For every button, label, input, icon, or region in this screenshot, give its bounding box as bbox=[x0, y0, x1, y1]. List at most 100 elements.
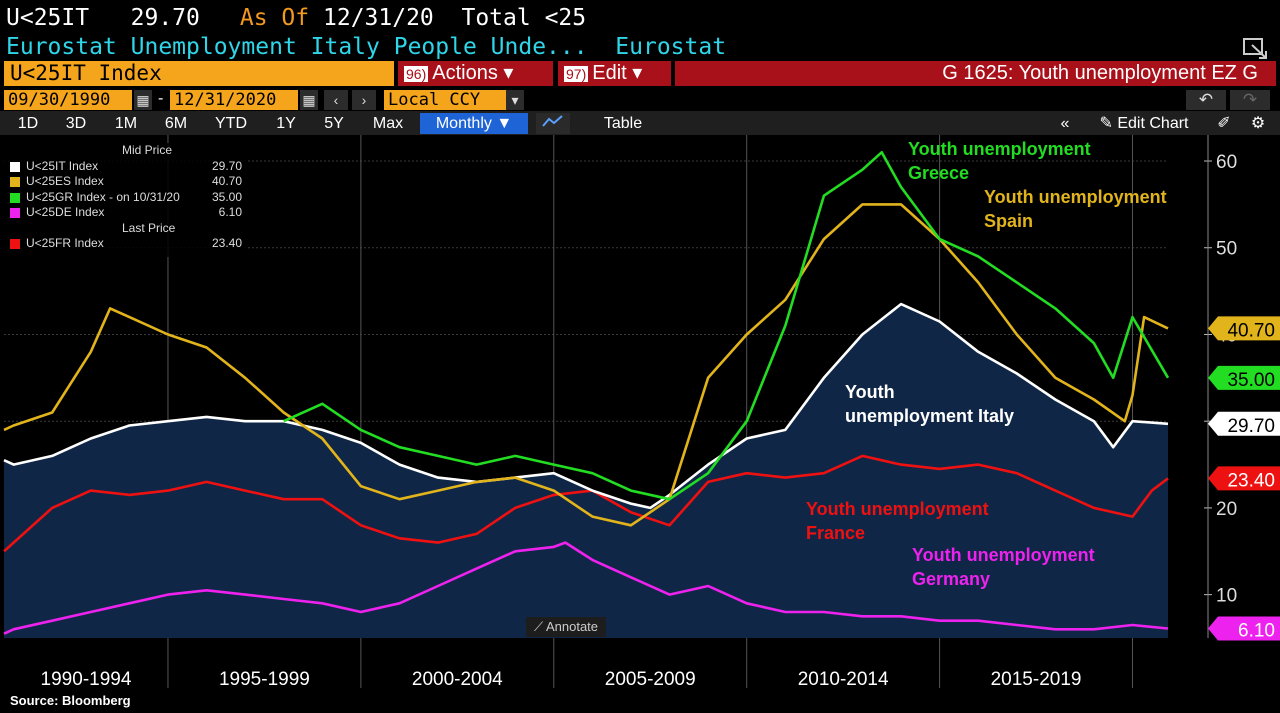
actions-button[interactable]: 96) Actions ▾ bbox=[398, 61, 553, 86]
series-line bbox=[283, 151, 1170, 501]
legend: Mid Price U<25IT Index 29.70 U<25ES Index… bbox=[4, 143, 248, 257]
currency-select[interactable]: Local CCY bbox=[384, 90, 506, 110]
y-tick-label: 20 bbox=[1216, 499, 1237, 520]
expand-icon[interactable] bbox=[1242, 36, 1270, 60]
command-bar: U<25IT Index 96) Actions ▾ 97) Edit ▾ G 16… bbox=[0, 61, 1280, 88]
x-tick-label: 2010-2014 bbox=[798, 669, 889, 690]
annotation-label: France bbox=[806, 523, 865, 543]
x-tick-label: 2015-2019 bbox=[991, 669, 1082, 690]
line-chart: 102030405060 1990-19941995-19992000-2004… bbox=[3, 135, 1280, 690]
calendar-icon[interactable]: ▦ bbox=[134, 90, 152, 110]
x-tick-label: 1990-1994 bbox=[41, 669, 132, 690]
tab-period-1m[interactable]: 1M bbox=[114, 115, 138, 132]
subtitle-line: Eurostat Unemployment Italy People Unde.… bbox=[6, 33, 726, 61]
last-value-badge: 35.00 bbox=[1208, 365, 1280, 391]
legend-swatch bbox=[10, 192, 20, 203]
legend-name: U<25DE Index bbox=[26, 205, 105, 219]
start-date-field[interactable]: 09/30/1990 bbox=[4, 90, 132, 110]
as-of-label: As Of bbox=[239, 5, 310, 31]
legend-row[interactable]: U<25IT Index 29.70 bbox=[4, 159, 248, 175]
badge-shape bbox=[1208, 411, 1280, 436]
header-line: U<25IT 29.70 As Of 12/31/20 Total <25 bbox=[6, 4, 586, 32]
annotate-label: Annotate bbox=[545, 619, 599, 634]
edit-button[interactable]: 97) Edit ▾ bbox=[558, 61, 671, 86]
badge-shape bbox=[1208, 365, 1280, 390]
legend-swatch bbox=[10, 161, 20, 172]
annotation-label: Youth unemployment bbox=[908, 139, 1091, 159]
chart-settings-icon[interactable]: ✐ bbox=[1217, 115, 1231, 132]
collapse-icon[interactable]: « bbox=[1060, 115, 1070, 132]
legend-value: 6.10 bbox=[218, 205, 242, 219]
chart-title-bar: G 1625: Youth unemployment EZ G bbox=[675, 61, 1276, 86]
last-value-badge: 29.70 bbox=[1208, 411, 1280, 437]
tab-period-3d[interactable]: 3D bbox=[65, 115, 87, 132]
annotate-button[interactable]: ⟋ Annotate bbox=[526, 617, 606, 637]
badge-value: 29.70 bbox=[1227, 416, 1275, 437]
actions-label: Actions ▾ bbox=[432, 62, 514, 84]
legend-row[interactable]: U<25ES Index 40.70 bbox=[4, 174, 248, 190]
undo-icon[interactable]: ↶ bbox=[1186, 90, 1226, 110]
calendar-icon[interactable]: ▦ bbox=[300, 90, 318, 110]
badge-value: 40.70 bbox=[1227, 320, 1275, 341]
table-button[interactable]: Table bbox=[603, 115, 643, 132]
legend-value: 40.70 bbox=[211, 174, 242, 188]
edit-number: 97) bbox=[564, 66, 589, 82]
ticker-symbol: U<25IT bbox=[6, 5, 90, 31]
italy-area-fill bbox=[4, 304, 1168, 638]
annotation-label: Germany bbox=[912, 569, 990, 589]
legend-row[interactable]: U<25FR Index 23.40 bbox=[4, 236, 248, 252]
pencil-icon: ✎ bbox=[1099, 115, 1113, 132]
date-range-bar: 09/30/1990 ▦ - 12/31/2020 ▦ ‹ › Local CC… bbox=[0, 89, 1280, 111]
tab-period-ytd[interactable]: YTD bbox=[215, 115, 247, 132]
source-note: Source: Bloomberg bbox=[10, 693, 131, 708]
legend-name: U<25ES Index bbox=[26, 174, 104, 188]
security-description: Eurostat Unemployment Italy People Unde.… bbox=[6, 34, 588, 60]
annotation-label: Youth unemployment bbox=[912, 545, 1095, 565]
annotation-label: Youth bbox=[845, 382, 895, 402]
data-source-name: Eurostat bbox=[615, 34, 727, 60]
annotation-label: unemployment Italy bbox=[845, 406, 1014, 426]
end-date-field[interactable]: 12/31/2020 bbox=[170, 90, 298, 110]
ticker-input[interactable]: U<25IT Index bbox=[4, 61, 394, 86]
series-line bbox=[3, 541, 1169, 635]
legend-value: 35.00 bbox=[211, 189, 242, 204]
y-tick-label: 60 bbox=[1216, 152, 1237, 173]
series-lines bbox=[3, 151, 1170, 635]
legend-swatch bbox=[10, 177, 20, 187]
badge-value: 35.00 bbox=[1227, 370, 1275, 391]
legend-swatch bbox=[10, 239, 20, 249]
badge-shape bbox=[1208, 616, 1280, 641]
legend-swatch bbox=[10, 208, 20, 218]
annotation-label: Youth unemployment bbox=[806, 499, 989, 519]
tab-period-max[interactable]: Max bbox=[372, 115, 404, 132]
annotation-label: Youth unemployment bbox=[984, 187, 1167, 207]
line-chart-icon[interactable] bbox=[536, 113, 570, 134]
legend-row[interactable]: U<25DE Index 6.10 bbox=[4, 205, 248, 221]
badge-value: 23.40 bbox=[1227, 470, 1275, 491]
prev-arrow-icon[interactable]: ‹ bbox=[324, 90, 348, 110]
gear-icon[interactable]: ⚙ bbox=[1250, 115, 1266, 132]
legend-header-mid: Mid Price bbox=[122, 143, 173, 157]
legend-row[interactable]: U<25GR Index - on 10/31/20 35.00 bbox=[4, 190, 248, 206]
legend-value: 29.70 bbox=[211, 158, 242, 173]
frequency-select[interactable]: Monthly ▼ bbox=[420, 113, 528, 134]
next-arrow-icon[interactable]: › bbox=[352, 90, 376, 110]
x-axis-labels: 1990-1994 1995-1999 2000-2004 2005-2009 2010… bbox=[41, 669, 1082, 690]
redo-icon[interactable]: ↷ bbox=[1230, 90, 1270, 110]
tab-period-1y[interactable]: 1Y bbox=[276, 115, 296, 132]
as-of-date: 12/31/20 bbox=[323, 5, 434, 31]
tab-period-5y[interactable]: 5Y bbox=[324, 115, 344, 132]
legend-name: U<25FR Index bbox=[26, 236, 104, 250]
pencil-icon: ⟋ bbox=[533, 619, 544, 634]
tab-period-1d[interactable]: 1D bbox=[17, 115, 39, 132]
x-tick-label: 1995-1999 bbox=[219, 669, 310, 690]
x-tick-label: 2000-2004 bbox=[412, 669, 503, 690]
total-label: Total <25 bbox=[461, 5, 587, 31]
badge-value: 6.10 bbox=[1238, 620, 1275, 641]
chevron-down-icon[interactable]: ▾ bbox=[506, 90, 524, 110]
series-annotations: Youth unemployment Greece Youth unemployme… bbox=[806, 139, 1167, 589]
period-toolbar: 1D 3D 1M 6M YTD 1Y 5Y Max Monthly ▼ Tabl… bbox=[0, 111, 1280, 135]
edit-chart-button[interactable]: ✎ Edit Chart bbox=[1084, 113, 1204, 134]
annotation-label: Spain bbox=[984, 211, 1033, 231]
tab-period-6m[interactable]: 6M bbox=[164, 115, 188, 132]
